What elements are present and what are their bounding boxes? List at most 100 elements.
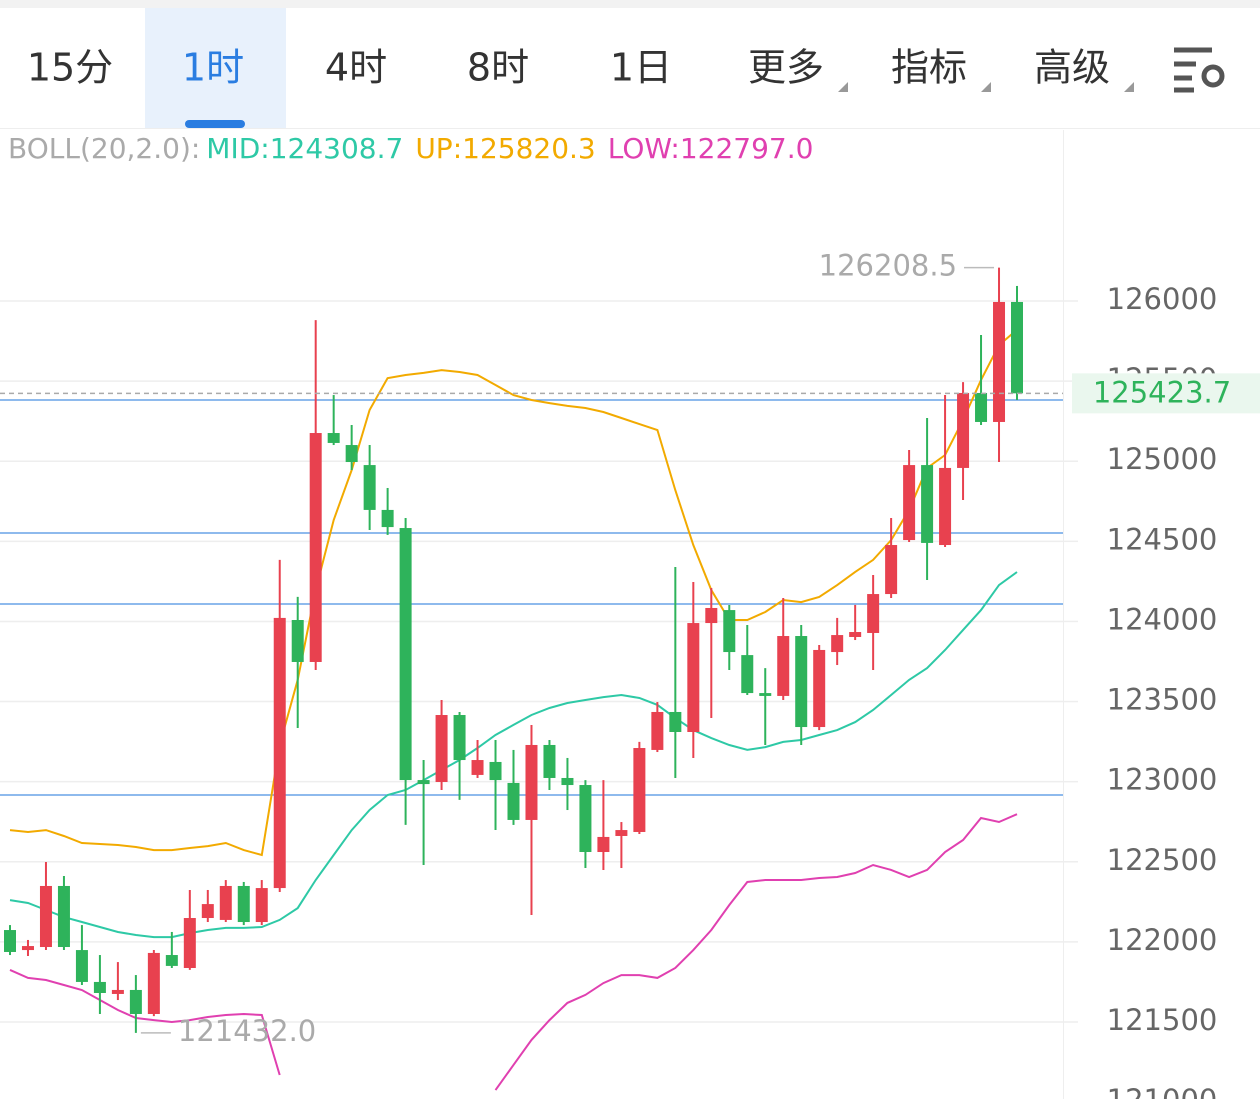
candle-body xyxy=(957,392,970,468)
candle-body xyxy=(39,885,52,948)
y-tick-label: 126000 xyxy=(1107,282,1218,316)
tab-indicator xyxy=(185,120,245,128)
candle-body xyxy=(633,748,646,832)
y-tick-label: 124000 xyxy=(1107,602,1218,636)
tab[interactable]: 4时 xyxy=(325,46,387,90)
y-tick-label: 122000 xyxy=(1107,923,1218,957)
candle-body xyxy=(147,952,160,1014)
last-price-label: 125423.7 xyxy=(1093,375,1231,409)
boll-line xyxy=(9,571,1018,939)
candle-body xyxy=(741,655,754,694)
annotation: 126208.5 xyxy=(819,249,957,283)
candle-body xyxy=(165,955,178,966)
candle-body xyxy=(201,904,214,919)
y-tick-label: 121500 xyxy=(1107,1003,1218,1037)
candle-body xyxy=(669,711,682,732)
candle-body xyxy=(1011,301,1023,394)
candle-body xyxy=(903,465,916,541)
y-tick-label: 121000 xyxy=(1107,1083,1218,1099)
candle-body xyxy=(237,885,250,923)
dropdown-arrow xyxy=(1124,82,1134,92)
tab[interactable]: 1日 xyxy=(610,46,672,90)
candle-body xyxy=(21,946,34,951)
candle-body xyxy=(867,594,880,633)
candle-body xyxy=(327,433,340,443)
y-tick-label: 125000 xyxy=(1107,442,1218,476)
tab[interactable]: 更多 xyxy=(748,46,824,90)
y-tick-label: 122500 xyxy=(1107,843,1218,877)
candle-body xyxy=(399,528,412,781)
candle-body xyxy=(417,780,430,785)
tab[interactable]: 8时 xyxy=(467,46,529,90)
tab[interactable]: 1时 xyxy=(182,46,244,90)
candle-body xyxy=(129,989,142,1014)
boll-line xyxy=(9,813,1018,1091)
candle-body xyxy=(885,545,898,595)
candle-body xyxy=(363,465,376,510)
annotation: 121432.0 xyxy=(178,1014,316,1048)
candle-body xyxy=(93,981,106,993)
price-axis: 121000 121500 122000 122500 123000 123500 1240… xyxy=(1063,282,1260,1099)
candle-body xyxy=(939,467,952,546)
candle-body xyxy=(849,632,862,637)
dropdown-arrow xyxy=(981,82,991,92)
candle-body xyxy=(183,918,196,969)
candle-body xyxy=(705,607,718,624)
candle-body xyxy=(615,830,628,836)
legend-text: BOLL(20,2.0): MID:124308.7 UP:125820.3 LOW:… xyxy=(8,132,813,165)
candle-body xyxy=(813,649,826,728)
y-tick-label: 123500 xyxy=(1107,683,1218,717)
tab-bar: 15分 1时 4时 8时 1日 更多 指标 高级 xyxy=(27,8,1110,128)
candle-body xyxy=(651,711,664,750)
boll-line xyxy=(9,329,1018,857)
candle-body xyxy=(993,301,1006,422)
candle-body xyxy=(75,950,88,982)
candle-body xyxy=(255,888,268,923)
tab[interactable]: 指标 xyxy=(891,46,967,90)
candle-body xyxy=(4,930,16,952)
candle-body xyxy=(543,744,556,778)
candle-body xyxy=(525,744,538,820)
legend-item: BOLL(20,2.0): xyxy=(8,132,200,165)
candle-body xyxy=(975,392,988,422)
candle-body xyxy=(291,620,304,662)
candle-body xyxy=(687,623,700,732)
legend-item: MID:124308.7 xyxy=(206,132,403,165)
candle-body xyxy=(453,715,466,761)
y-tick-label: 123000 xyxy=(1107,763,1218,797)
candle-body xyxy=(723,610,736,653)
candle-body xyxy=(219,885,232,920)
candle-body xyxy=(579,785,592,853)
candle-body xyxy=(831,635,844,653)
y-tick-label: 124500 xyxy=(1107,522,1218,556)
dropdown-arrow xyxy=(838,82,848,92)
candle-body xyxy=(489,761,502,781)
indicator-legend: BOLL(20,2.0): MID:124308.7 UP:125820.3 LOW:… xyxy=(8,132,813,165)
tab[interactable]: 高级 xyxy=(1034,46,1110,90)
axis-divider xyxy=(1063,130,1064,1099)
candle-body xyxy=(471,760,484,775)
candle-body xyxy=(381,509,394,528)
candle-body xyxy=(111,989,124,994)
legend-item: LOW:122797.0 xyxy=(608,132,814,165)
tab-active-bg xyxy=(145,8,286,128)
legend-item: UP:125820.3 xyxy=(415,132,595,165)
toolbar-divider xyxy=(0,128,1260,129)
candle-body xyxy=(777,636,790,696)
status-strip xyxy=(0,0,1260,8)
candle-body xyxy=(57,885,70,948)
plot-area: 126208.5 121432.0 xyxy=(0,249,1063,1091)
last-price-box xyxy=(1072,373,1260,414)
candle-body xyxy=(345,445,358,463)
candle-body xyxy=(759,693,772,696)
candle-body xyxy=(597,836,610,853)
tab[interactable]: 15分 xyxy=(27,46,113,90)
settings-icon[interactable] xyxy=(1174,47,1225,93)
candle-body xyxy=(273,617,286,889)
candle-body xyxy=(921,465,934,543)
candle-body xyxy=(795,636,808,728)
candle-body xyxy=(507,782,520,820)
candle-body xyxy=(435,715,448,782)
candle-body xyxy=(309,433,322,662)
